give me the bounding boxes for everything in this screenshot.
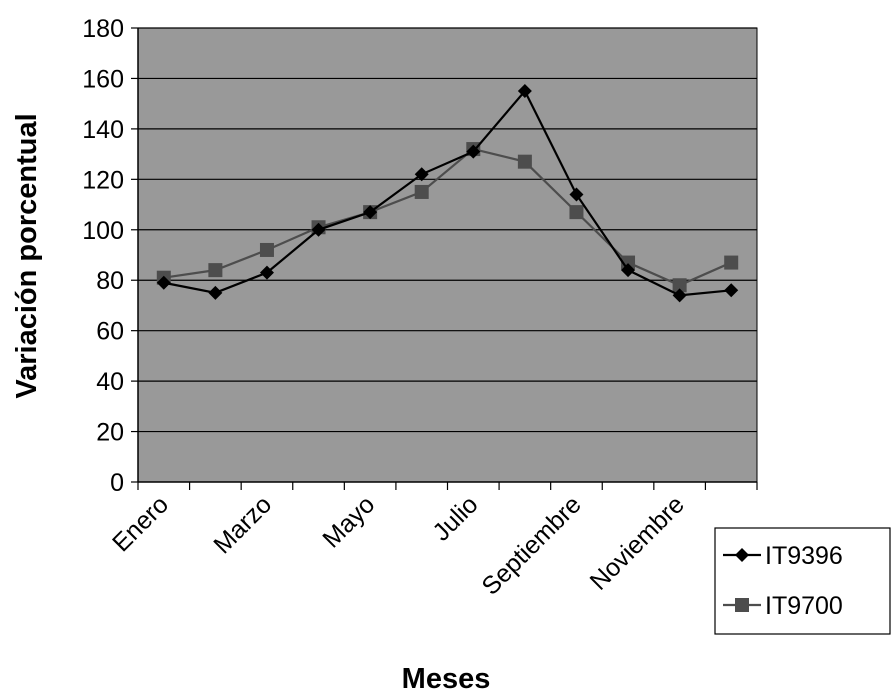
x-tick-label-marzo: Marzo <box>208 490 277 559</box>
y-tick-label-20: 20 <box>96 419 124 447</box>
y-tick-label-180: 180 <box>82 15 124 43</box>
data-point-it9396-2 <box>259 265 274 280</box>
data-point-it9700-2 <box>259 242 274 257</box>
data-point-it9396-0 <box>156 275 171 290</box>
data-point-it9396-9 <box>621 263 636 278</box>
y-tick-label-0: 0 <box>110 469 124 497</box>
data-point-it9396-1 <box>208 285 223 300</box>
series-line-it9396 <box>163 89 732 297</box>
legend-swatch-marker <box>735 598 749 612</box>
series-it9396 <box>156 84 739 303</box>
gridlines <box>138 27 757 433</box>
data-point-it9396-4 <box>363 205 378 220</box>
x-tick-label-mayo: Mayo <box>317 490 380 553</box>
data-point-it9396-3 <box>311 222 326 237</box>
y-tick-label-140: 140 <box>82 116 124 144</box>
data-point-it9396-11 <box>724 283 739 298</box>
y-tick-label-100: 100 <box>82 217 124 245</box>
legend: IT9396 IT9700 <box>714 527 891 635</box>
data-point-it9700-5 <box>414 184 429 199</box>
data-point-it9700-11 <box>724 255 739 270</box>
y-tick-label-120: 120 <box>82 166 124 194</box>
legend-swatch-marker <box>735 548 749 562</box>
data-point-it9396-5 <box>414 167 429 182</box>
y-tick-label-60: 60 <box>96 318 124 346</box>
x-axis-title: Meses <box>402 663 491 695</box>
x-tick-label-enero: Enero <box>107 490 174 557</box>
legend-box <box>714 527 891 635</box>
y-axis-title: Variación porcentual <box>11 113 43 398</box>
x-tick-label-septiembre: Septiembre <box>476 490 586 600</box>
data-point-it9700-7 <box>517 154 532 169</box>
data-point-it9396-8 <box>569 187 584 202</box>
data-point-it9700-8 <box>569 205 584 220</box>
legend-entry-it9700: IT9700 <box>723 592 843 620</box>
data-point-it9396-10 <box>672 288 687 303</box>
data-point-it9700-10 <box>672 278 687 293</box>
data-point-it9700-1 <box>208 263 223 278</box>
x-tick-label-noviembre: Noviembre <box>585 490 690 595</box>
legend-label: IT9700 <box>765 592 843 620</box>
data-point-it9396-7 <box>517 84 532 99</box>
y-axis-ticks: 0 20 40 60 80 100 120 140 160 180 <box>82 15 138 497</box>
y-tick-label-40: 40 <box>96 368 124 396</box>
series-lines <box>156 84 739 303</box>
plot-background <box>137 27 758 483</box>
data-point-it9396-6 <box>466 144 481 159</box>
legend-label: IT9396 <box>765 542 843 570</box>
x-tick-label-julio: Julio <box>427 490 483 546</box>
series-line-it9700 <box>163 147 732 287</box>
y-tick-label-80: 80 <box>96 267 124 295</box>
legend-entry-it9396: IT9396 <box>723 542 843 570</box>
series-it9700 <box>156 142 739 293</box>
y-tick-label-160: 160 <box>82 65 124 93</box>
plot-area <box>137 27 758 483</box>
